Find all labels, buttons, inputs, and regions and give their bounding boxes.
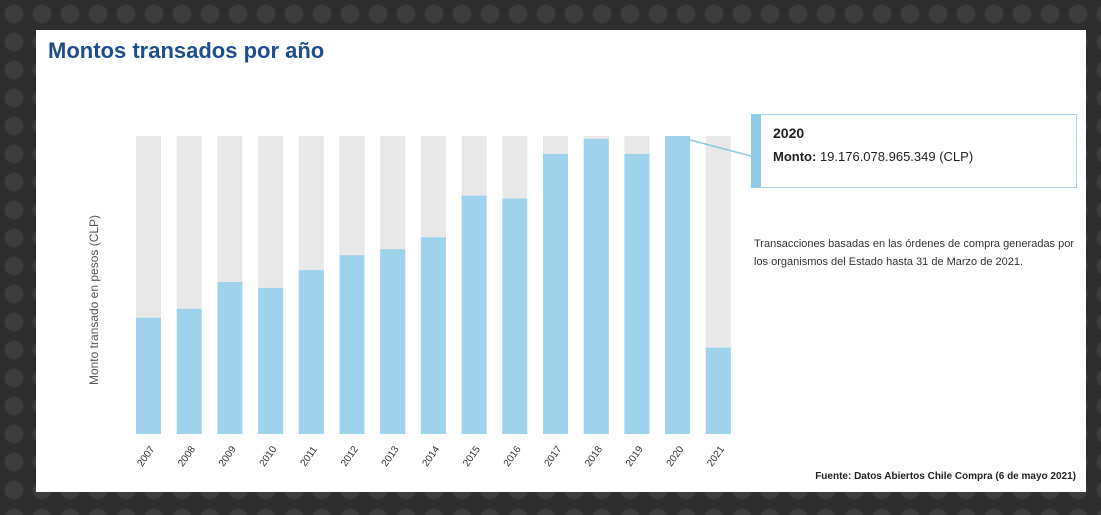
chart-title: Montos transados por año [48,38,325,63]
bar-2008[interactable] [176,308,202,434]
bar-2017[interactable] [543,153,568,434]
bar-2012[interactable] [339,255,365,434]
x-tick-label-2014: 2014 [420,444,442,469]
bar-2016[interactable] [502,198,528,434]
x-tick-label-2015: 2015 [461,444,483,469]
x-tick-label-2009: 2009 [217,444,239,469]
x-tick-label-2012: 2012 [339,444,361,469]
x-tick-label-2010: 2010 [258,444,280,469]
x-tick-label-2007: 2007 [136,444,158,469]
x-tick-label-2008: 2008 [176,444,198,469]
bar-2021[interactable] [705,347,731,434]
tooltip-2020: 2020 Monto: 19.176.078.965.349 (CLP) [751,114,1077,188]
bar-2013[interactable] [380,249,406,434]
bar-2020[interactable] [665,136,691,434]
bar-2014[interactable] [420,237,446,434]
bar-2011[interactable] [298,270,324,434]
bar-chart: 2007 2008 2009 2010 2011 2012 2013 2014 2015 2016… [136,136,752,469]
x-tick-label-2011: 2011 [299,444,321,468]
x-tick-label-2017: 2017 [543,444,565,469]
tooltip-label: Monto: [773,149,817,164]
tooltip-value-line: Monto: 19.176.078.965.349 (CLP) [773,149,1064,164]
x-tick-label-2016: 2016 [502,444,524,469]
chart-note: Transacciones basadas en las órdenes de … [754,238,1075,268]
bar-2009[interactable] [217,282,243,434]
x-tick-label-2013: 2013 [380,444,402,469]
x-tick-label-2020: 2020 [665,444,687,469]
tooltip-year: 2020 [773,125,805,141]
x-tick-label-2019: 2019 [624,444,646,469]
bar-2007[interactable] [136,317,161,434]
bar-2019[interactable] [624,153,650,434]
bar-2018[interactable] [583,138,609,434]
tooltip-connector [689,139,752,157]
chart-card: Montos transados por año Monto transado … [36,30,1086,492]
tooltip-value: 19.176.078.965.349 (CLP) [819,149,974,164]
bar-2015[interactable] [461,195,487,434]
bar-2010[interactable] [258,287,284,434]
chart-source: Fuente: Datos Abiertos Chile Compra (6 d… [815,471,1076,482]
x-tick-label-2018: 2018 [583,444,605,469]
x-tick-label-2021: 2021 [705,444,727,469]
